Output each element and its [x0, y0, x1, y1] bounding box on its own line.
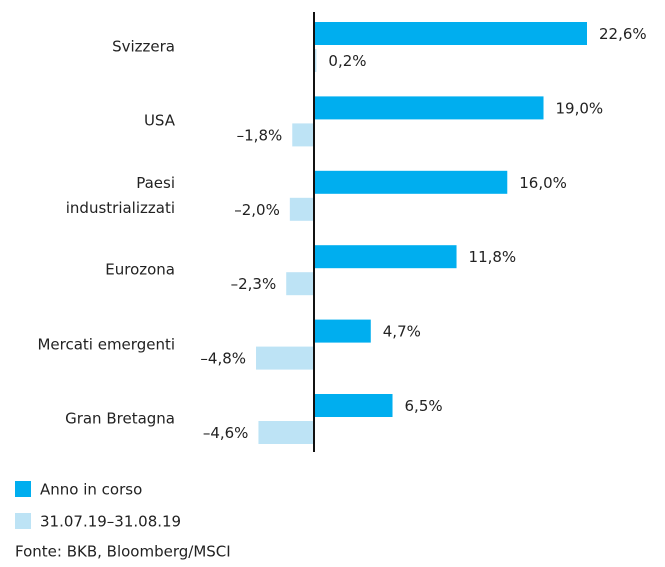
- value-label: –4,6%: [203, 424, 249, 442]
- bar: [256, 346, 314, 370]
- bar: [258, 421, 314, 444]
- bar: [314, 319, 371, 343]
- source: Fonte: BKB, Bloomberg/MSCI: [15, 543, 231, 561]
- legend-swatch: [15, 513, 31, 529]
- category-label: USA: [143, 111, 175, 130]
- value-label: 4,7%: [383, 323, 421, 341]
- legend-label: Anno in corso: [40, 481, 142, 499]
- value-label: –4,8%: [200, 350, 246, 368]
- bar: [314, 49, 317, 72]
- bar: [314, 170, 508, 194]
- value-label: 11,8%: [469, 248, 517, 266]
- category-label: Paesi industrializzati: [65, 173, 175, 217]
- bar: [314, 394, 393, 417]
- legend-label: 31.07.19–31.08.19: [40, 513, 181, 531]
- value-label: 0,2%: [328, 52, 366, 70]
- legend-swatch: [15, 481, 31, 497]
- category-label: Gran Bretagna: [65, 409, 175, 428]
- bar: [314, 245, 457, 269]
- value-label: 16,0%: [519, 174, 567, 192]
- bar: [292, 123, 314, 147]
- value-label: –2,3%: [231, 275, 277, 293]
- bar: [289, 197, 314, 221]
- bar: [314, 22, 587, 45]
- bar: [314, 96, 544, 120]
- category-label: Eurozona: [105, 260, 175, 279]
- value-label: 6,5%: [405, 397, 443, 415]
- category-label: Mercati emergenti: [37, 335, 175, 354]
- value-label: –2,0%: [234, 201, 280, 219]
- category-label: Svizzera: [112, 37, 175, 56]
- value-label: –1,8%: [237, 126, 283, 144]
- value-label: 19,0%: [556, 99, 604, 117]
- bar: [286, 272, 314, 296]
- value-label: 22,6%: [599, 25, 647, 43]
